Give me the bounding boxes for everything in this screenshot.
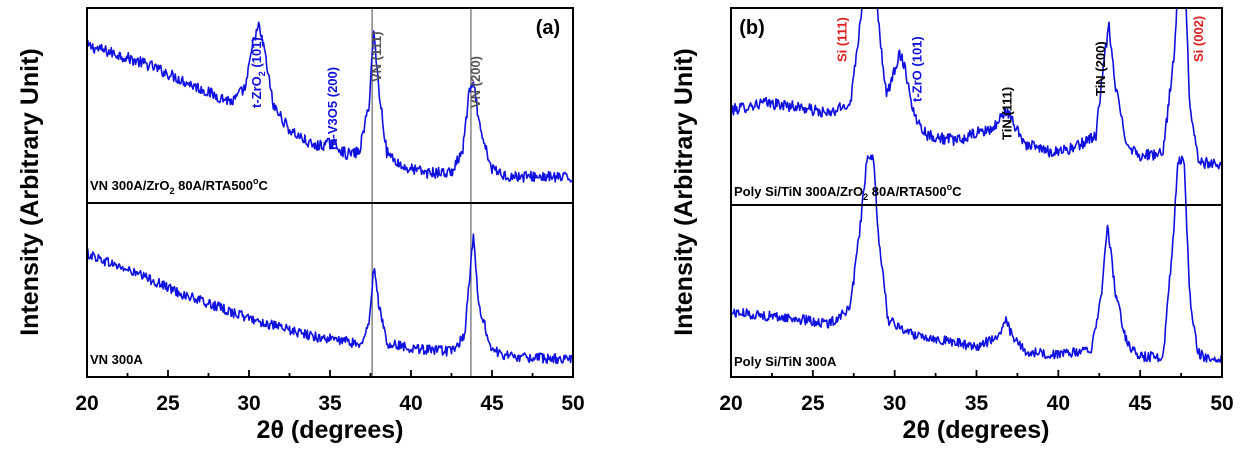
sample-label-superscript: o	[947, 182, 953, 192]
peak-label: TiN (200)	[1093, 41, 1108, 96]
x-tick-label-20: 20	[719, 392, 742, 415]
sample-label-text: 80A/RTA500	[175, 178, 254, 193]
y-axis-title: Intensity (Arbitrary Unit)	[670, 48, 698, 336]
panel-label: (b)	[739, 17, 765, 39]
xrd-trace-bottom	[731, 154, 1222, 363]
peak-label-text: (101)	[249, 37, 264, 71]
peak-label: t-ZrO2 (101)	[249, 37, 267, 108]
peak-label: Si (002)	[1191, 16, 1206, 62]
x-tick-label-30: 30	[237, 392, 260, 415]
panel-b: 20 25 30 35 40 45 50 2θ (degrees) Intensity (Arb…	[670, 7, 1234, 444]
x-tick-label-35: 35	[318, 392, 342, 415]
sample-label-bottom: VN 300A	[90, 352, 143, 367]
x-axis-title: 2θ (degrees)	[903, 416, 1050, 444]
x-tick-label-40: 40	[1047, 392, 1070, 415]
sample-label-text: 80A/RTA500	[868, 184, 947, 199]
x-tick-label-20: 20	[75, 392, 98, 415]
panel-label: (a)	[536, 17, 560, 39]
x-axis-title: 2θ (degrees)	[257, 416, 404, 444]
sample-label-text: VN 300A/ZrO	[90, 178, 169, 193]
x-tick-label-40: 40	[399, 392, 422, 415]
sample-label-text: C	[952, 184, 962, 199]
x-tick-label-35: 35	[965, 392, 989, 415]
peak-label: TiN (111)	[1000, 87, 1015, 140]
x-tick-label-45: 45	[1128, 392, 1152, 415]
x-tick-label-25: 25	[801, 392, 825, 415]
peak-label: VN (200)	[468, 56, 483, 108]
sample-label-top: VN 300A/ZrO2 80A/RTA500oC	[90, 176, 269, 196]
sample-label-superscript: o	[253, 176, 259, 186]
peak-label-text: t-ZrO	[249, 76, 264, 108]
x-tick-label-30: 30	[883, 392, 906, 415]
xrd-trace-top	[731, 8, 1222, 170]
peak-label-subscript: 2	[257, 71, 267, 76]
sample-label-text: Poly Si/TiN 300A/ZrO	[734, 184, 863, 199]
sample-label-bottom: Poly Si/TiN 300A	[734, 354, 837, 369]
peak-label: m-V3O5 (200)	[325, 67, 340, 150]
panel-a: 20 25 30 35 40 45 50 2θ (degrees) Intensity (Arb…	[16, 7, 585, 444]
sample-label-subscript: 2	[169, 186, 174, 196]
sample-label-subscript: 2	[863, 192, 868, 202]
sample-label-text: C	[259, 178, 269, 193]
sample-label-top: Poly Si/TiN 300A/ZrO2 80A/RTA500oC	[734, 182, 962, 202]
xrd-trace-top	[87, 21, 573, 183]
xrd-trace-bottom	[87, 233, 573, 365]
y-axis-title: Intensity (Arbitrary Unit)	[16, 48, 44, 336]
peak-label: VN (111)	[369, 31, 384, 82]
x-tick-label-45: 45	[480, 392, 504, 415]
x-tick-label-25: 25	[156, 392, 180, 415]
x-tick-label-50: 50	[1210, 392, 1233, 415]
peak-label: Si (111)	[834, 17, 849, 62]
x-tick-label-50: 50	[561, 392, 584, 415]
peak-label: t-ZrO (101)	[910, 36, 925, 102]
